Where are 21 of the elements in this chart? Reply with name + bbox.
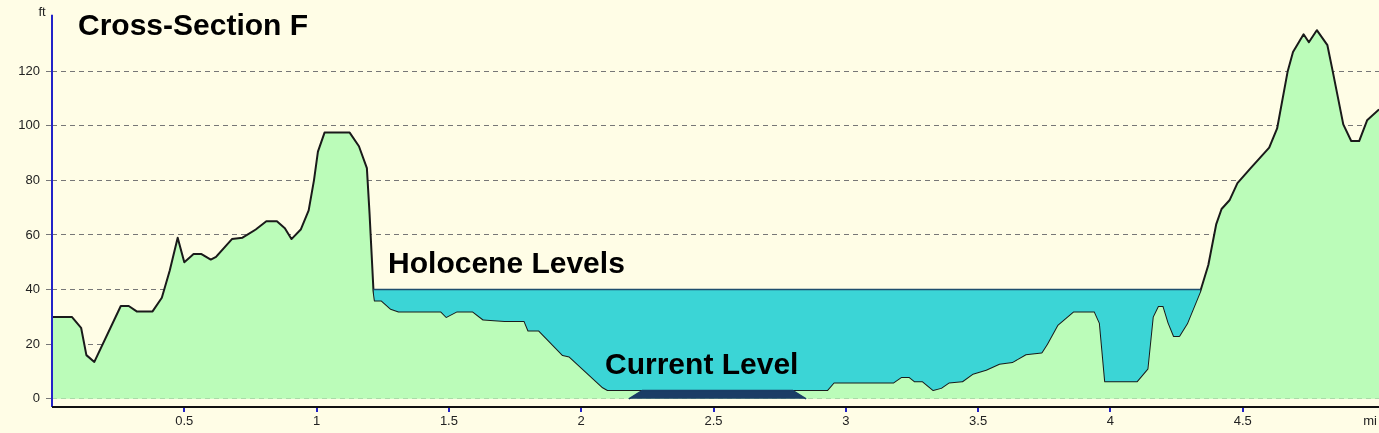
- annotation: Holocene Levels: [388, 245, 625, 279]
- y-tick-label: 80: [25, 171, 40, 187]
- x-tick-label: 4: [1106, 413, 1115, 429]
- y-tick-label: 60: [25, 226, 40, 242]
- x-tick-label: 0.5: [175, 413, 194, 429]
- y-tick-label: 20: [25, 335, 40, 351]
- x-tick-label: 1: [312, 413, 321, 429]
- x-tick-label: 3: [842, 413, 850, 429]
- chart-title: Cross-Section F: [78, 8, 309, 42]
- annotation: Current Level: [605, 346, 799, 380]
- y-tick-label: 100: [18, 117, 40, 133]
- x-tick-label: 2.5: [704, 413, 723, 429]
- x-tick-label: 2: [577, 413, 585, 429]
- y-tick-label: 0: [32, 390, 40, 406]
- y-tick-label: 120: [18, 62, 40, 78]
- x-tick-label: 4.5: [1233, 413, 1252, 429]
- y-axis-title: ft: [38, 4, 46, 20]
- y-tick-label: 40: [25, 281, 40, 297]
- x-axis-title: mi: [1363, 413, 1378, 429]
- x-tick-label: 1.5: [439, 413, 458, 429]
- x-tick-label: 3.5: [969, 413, 988, 429]
